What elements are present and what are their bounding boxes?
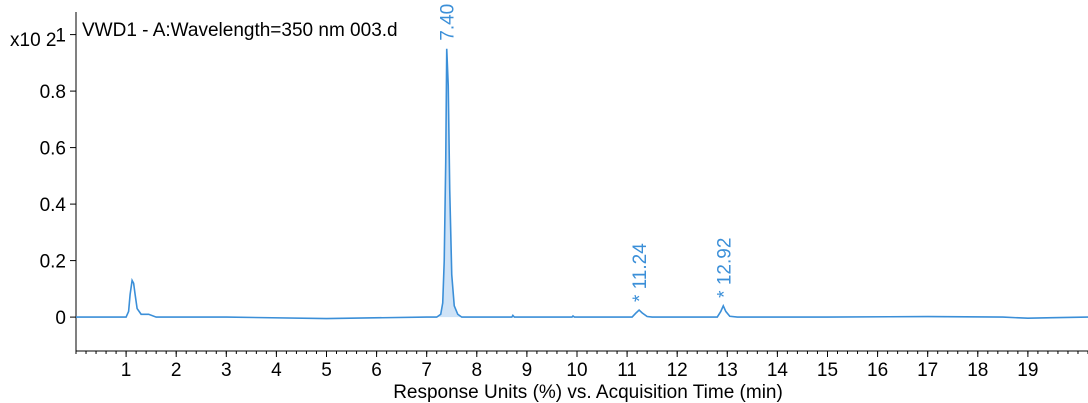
plot-area: 00.20.40.60.811 2 3 4 5 6 7 8 9 10 11 12 13 14 15 16 17 1… xyxy=(40,4,1088,381)
x-tick-label: 9 xyxy=(522,360,533,381)
peak-label: * 12.92 xyxy=(714,238,735,298)
y-tick-label: 0.6 xyxy=(40,139,66,160)
x-tick-label: 14 xyxy=(767,360,789,381)
x-tick-label: 7 xyxy=(421,360,432,381)
x-axis-title: Response Units (%) vs. Acquisition Time … xyxy=(393,382,783,403)
x-tick-label: 17 xyxy=(917,360,938,381)
y-tick-label: 0.8 xyxy=(40,82,66,103)
x-tick-label: 16 xyxy=(867,360,888,381)
y-multiplier-label: x10 2 xyxy=(10,30,56,51)
chart-title: VWD1 - A:Wavelength=350 nm 003.d xyxy=(82,20,398,41)
y-tick-label: 1 xyxy=(55,26,66,47)
x-tick-label: 4 xyxy=(271,360,282,381)
x-tick-label: 12 xyxy=(667,360,688,381)
x-tick-label: 5 xyxy=(321,360,332,381)
x-tick-label: 11 xyxy=(617,360,637,381)
series-line xyxy=(76,48,1088,320)
y-tick-label: 0.4 xyxy=(40,195,67,216)
x-tick-label: 8 xyxy=(472,360,483,381)
peak-label: * 11.24 xyxy=(630,243,651,302)
y-tick-label: 0 xyxy=(55,308,66,329)
x-tick-label: 6 xyxy=(371,360,382,381)
peak-label: 7.40 xyxy=(438,4,459,41)
x-tick-label: 3 xyxy=(221,360,232,381)
x-tick-label: 2 xyxy=(171,360,182,381)
x-tick-label: 1 xyxy=(121,360,132,381)
x-tick-label: 19 xyxy=(1017,360,1038,381)
x-tick-label: 15 xyxy=(817,360,838,381)
x-tick-label: 18 xyxy=(967,360,988,381)
y-tick-label: 0.2 xyxy=(40,252,66,273)
x-tick-label: 13 xyxy=(717,360,738,381)
x-tick-label: 10 xyxy=(566,360,587,381)
